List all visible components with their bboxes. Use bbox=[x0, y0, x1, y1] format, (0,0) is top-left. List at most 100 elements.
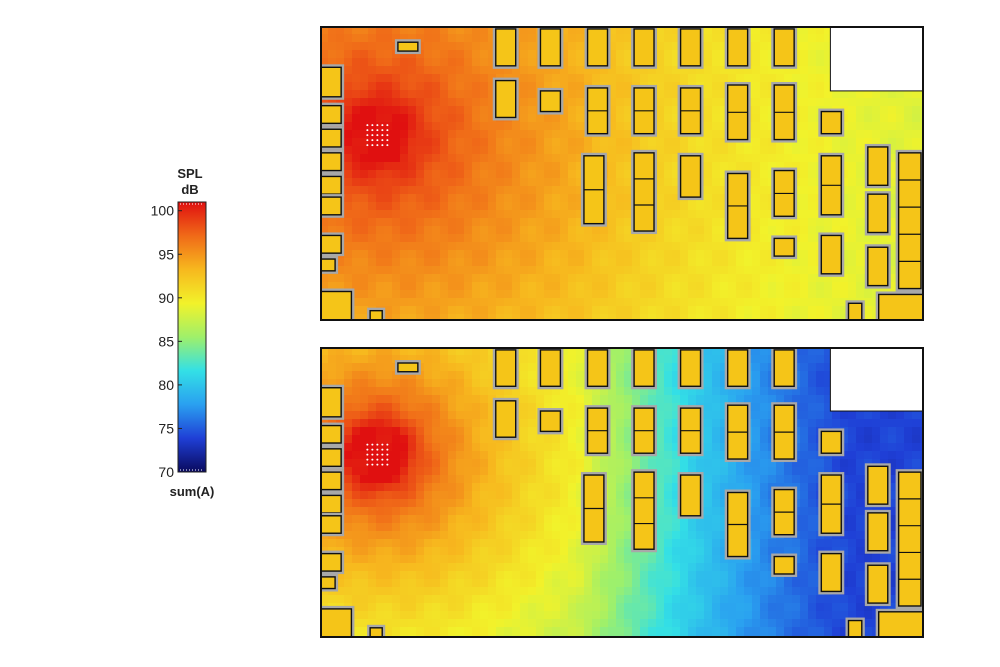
heatmap-cell bbox=[720, 258, 729, 267]
heatmap-cell bbox=[664, 162, 673, 171]
heatmap-cell bbox=[320, 26, 329, 35]
heatmap-cell bbox=[752, 379, 761, 388]
heatmap-cell bbox=[520, 427, 529, 436]
heatmap-cell bbox=[456, 531, 465, 540]
heatmap-cell bbox=[360, 250, 369, 259]
heatmap-cell bbox=[712, 194, 721, 203]
heatmap-cell bbox=[344, 138, 353, 147]
heatmap-cell bbox=[472, 250, 481, 259]
heatmap-cell bbox=[816, 314, 825, 321]
heatmap-cell bbox=[472, 218, 481, 227]
heatmap-cell bbox=[432, 298, 441, 307]
heatmap-cell bbox=[864, 419, 873, 428]
heatmap-cell bbox=[360, 411, 369, 420]
heatmap-cell bbox=[888, 547, 897, 556]
heatmap-cell bbox=[360, 162, 369, 171]
heatmap-cell bbox=[536, 403, 545, 412]
heatmap-cell bbox=[672, 523, 681, 532]
heatmap-cell bbox=[848, 234, 857, 243]
heatmap-cell bbox=[696, 459, 705, 468]
heatmap-cell bbox=[464, 98, 473, 107]
heatmap-cell bbox=[664, 178, 673, 187]
heatmap-cell bbox=[376, 475, 385, 484]
heatmap-cell bbox=[904, 411, 913, 420]
heatmap-cell bbox=[752, 403, 761, 412]
heatmap-cell bbox=[672, 547, 681, 556]
heatmap-cell bbox=[464, 451, 473, 460]
heatmap-cell bbox=[344, 451, 353, 460]
heatmap-cell bbox=[752, 467, 761, 476]
heatmap-cell bbox=[504, 146, 513, 155]
heatmap-cell bbox=[408, 130, 417, 139]
heatmap-cell bbox=[664, 371, 673, 380]
heatmap-cell bbox=[672, 226, 681, 235]
heatmap-cell bbox=[688, 210, 697, 219]
heatmap-cell bbox=[656, 66, 665, 75]
heatmap-cell bbox=[792, 226, 801, 235]
heatmap-cell bbox=[608, 82, 617, 91]
heatmap-cell bbox=[760, 250, 769, 259]
heatmap-cell bbox=[656, 555, 665, 564]
heatmap-cell bbox=[696, 395, 705, 404]
heatmap-cell bbox=[392, 355, 401, 364]
heatmap-cell bbox=[552, 387, 561, 396]
heatmap-cell bbox=[528, 419, 537, 428]
heatmap-cell bbox=[336, 274, 345, 283]
heatmap-cell bbox=[432, 274, 441, 283]
heatmap-cell bbox=[568, 82, 577, 91]
heatmap-cell bbox=[760, 523, 769, 532]
heatmap-cell bbox=[408, 395, 417, 404]
heatmap-cell bbox=[808, 306, 817, 315]
heatmap-cell bbox=[432, 419, 441, 428]
heatmap-cell bbox=[664, 242, 673, 251]
heatmap-cell bbox=[688, 250, 697, 259]
heatmap-cell bbox=[680, 531, 689, 540]
heatmap-cell bbox=[368, 555, 377, 564]
heatmap-cell bbox=[712, 266, 721, 275]
heatmap-cell bbox=[720, 459, 729, 468]
heatmap-cell bbox=[392, 467, 401, 476]
heatmap-cell bbox=[560, 491, 569, 500]
heatmap-cell bbox=[568, 90, 577, 99]
heatmap-cell bbox=[344, 491, 353, 500]
heatmap-cell bbox=[504, 523, 513, 532]
heatmap-cell bbox=[392, 66, 401, 75]
heatmap-cell bbox=[688, 266, 697, 275]
heatmap-cell bbox=[616, 515, 625, 524]
heatmap-cell bbox=[480, 162, 489, 171]
heatmap-cell bbox=[656, 210, 665, 219]
heatmap-cell bbox=[440, 451, 449, 460]
heatmap-cell bbox=[480, 298, 489, 307]
heatmap-cell bbox=[792, 475, 801, 484]
heatmap-cell bbox=[320, 218, 329, 227]
heatmap-cell bbox=[520, 202, 529, 211]
heatmap-cell bbox=[752, 443, 761, 452]
heatmap-cell bbox=[704, 355, 713, 364]
heatmap-cell bbox=[888, 451, 897, 460]
heatmap-cell bbox=[480, 170, 489, 179]
heatmap-cell bbox=[480, 58, 489, 67]
heatmap-cell bbox=[472, 475, 481, 484]
heatmap-cell bbox=[520, 42, 529, 51]
heatmap-cell bbox=[752, 427, 761, 436]
heatmap-cell bbox=[456, 106, 465, 115]
heatmap-cell bbox=[784, 146, 793, 155]
heatmap-cell bbox=[528, 106, 537, 115]
heatmap-cell bbox=[400, 74, 409, 83]
heatmap-cell bbox=[776, 306, 785, 315]
heatmap-cell bbox=[712, 274, 721, 283]
heatmap-cell bbox=[496, 138, 505, 147]
heatmap-cell bbox=[560, 403, 569, 412]
heatmap-cell bbox=[744, 306, 753, 315]
heatmap-cell bbox=[560, 42, 569, 51]
heatmap-cell bbox=[520, 371, 529, 380]
heatmap-cell bbox=[568, 443, 577, 452]
heatmap-cell bbox=[608, 50, 617, 59]
heatmap-cell bbox=[656, 186, 665, 195]
heatmap-cell bbox=[376, 42, 385, 51]
heatmap-cell bbox=[352, 395, 361, 404]
heatmap-cell bbox=[696, 146, 705, 155]
heatmap-cell bbox=[752, 58, 761, 67]
heatmap-cell bbox=[440, 539, 449, 548]
heatmap-cell bbox=[720, 82, 729, 91]
